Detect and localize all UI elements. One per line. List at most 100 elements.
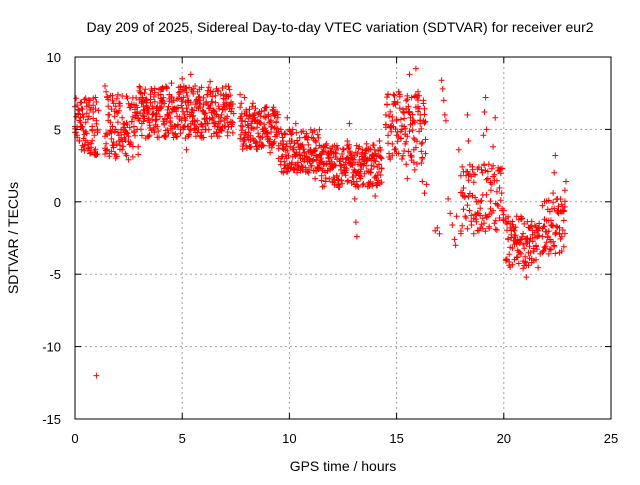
data-point bbox=[219, 106, 226, 113]
data-point bbox=[452, 242, 459, 249]
data-point bbox=[349, 162, 356, 169]
data-point bbox=[321, 183, 328, 190]
data-point bbox=[483, 214, 490, 221]
data-point bbox=[144, 97, 150, 104]
data-point bbox=[475, 198, 482, 205]
data-point bbox=[339, 180, 346, 187]
data-point bbox=[295, 140, 301, 147]
x-tick-label: 5 bbox=[179, 431, 186, 446]
data-point bbox=[87, 150, 93, 157]
data-point bbox=[466, 207, 473, 214]
data-point bbox=[512, 224, 519, 231]
data-point bbox=[440, 97, 447, 104]
data-point bbox=[457, 172, 464, 179]
data-point bbox=[397, 116, 404, 123]
data-point bbox=[204, 120, 211, 127]
data-point bbox=[261, 107, 268, 114]
data-point bbox=[545, 228, 552, 235]
data-point bbox=[560, 217, 567, 224]
data-point bbox=[83, 103, 90, 110]
data-point bbox=[515, 260, 522, 267]
data-point bbox=[511, 227, 518, 234]
data-point bbox=[346, 120, 353, 127]
data-point bbox=[385, 140, 391, 147]
data-point bbox=[149, 103, 156, 110]
data-point bbox=[303, 133, 310, 140]
data-point bbox=[545, 250, 552, 257]
data-point bbox=[485, 161, 492, 168]
data-point bbox=[445, 195, 452, 202]
data-point bbox=[147, 125, 153, 131]
data-point bbox=[421, 119, 428, 126]
data-point bbox=[217, 91, 224, 98]
data-point bbox=[493, 177, 500, 184]
data-point bbox=[548, 246, 554, 253]
data-point bbox=[139, 112, 146, 119]
data-point bbox=[80, 127, 87, 134]
data-point bbox=[479, 169, 486, 176]
data-point bbox=[457, 230, 464, 237]
data-point bbox=[125, 133, 132, 140]
data-point bbox=[394, 138, 401, 145]
data-point bbox=[389, 140, 396, 147]
data-point bbox=[459, 222, 466, 229]
data-point bbox=[78, 146, 85, 153]
data-point bbox=[139, 94, 146, 101]
data-point bbox=[302, 164, 309, 171]
data-point bbox=[124, 95, 131, 102]
data-point bbox=[502, 219, 509, 226]
data-point bbox=[132, 132, 138, 139]
data-point bbox=[227, 92, 234, 99]
data-point bbox=[318, 172, 325, 179]
data-point bbox=[141, 90, 148, 96]
data-point bbox=[287, 143, 294, 150]
data-point bbox=[408, 94, 415, 101]
data-point bbox=[151, 98, 158, 105]
data-point bbox=[245, 129, 252, 136]
data-point bbox=[198, 84, 205, 91]
data-point bbox=[250, 100, 256, 107]
data-point bbox=[282, 162, 289, 168]
data-point bbox=[117, 103, 123, 109]
data-point bbox=[200, 134, 207, 141]
data-point bbox=[311, 148, 318, 155]
data-point bbox=[470, 230, 477, 237]
x-tick-labels: 0 5 10 15 20 25 bbox=[71, 431, 618, 446]
data-point bbox=[459, 189, 466, 196]
data-point bbox=[520, 241, 527, 248]
data-point bbox=[524, 236, 531, 243]
data-point bbox=[246, 106, 253, 113]
data-point bbox=[395, 88, 402, 95]
data-point bbox=[138, 90, 144, 97]
data-point bbox=[157, 85, 164, 92]
data-point bbox=[199, 123, 206, 130]
data-point bbox=[477, 212, 484, 219]
data-point bbox=[243, 145, 250, 152]
data-point bbox=[548, 222, 554, 228]
data-point bbox=[468, 222, 475, 228]
data-point bbox=[477, 205, 484, 212]
data-point bbox=[496, 166, 503, 173]
data-point bbox=[359, 149, 366, 156]
data-point bbox=[355, 183, 362, 190]
data-point bbox=[113, 95, 120, 102]
data-point bbox=[261, 121, 268, 128]
data-point bbox=[135, 143, 142, 150]
data-point bbox=[464, 225, 471, 232]
data-point bbox=[322, 178, 329, 185]
data-point bbox=[151, 129, 158, 136]
data-point bbox=[552, 152, 559, 159]
data-point bbox=[345, 177, 352, 184]
data-point bbox=[546, 246, 553, 252]
data-point bbox=[170, 97, 177, 104]
data-point bbox=[307, 146, 314, 153]
data-point bbox=[438, 77, 445, 84]
data-point bbox=[559, 227, 566, 233]
data-point bbox=[515, 239, 522, 246]
data-point bbox=[482, 94, 489, 101]
data-point bbox=[153, 110, 160, 117]
data-point bbox=[421, 190, 428, 197]
data-point bbox=[142, 135, 149, 142]
data-point bbox=[90, 109, 97, 115]
data-point bbox=[486, 211, 493, 218]
